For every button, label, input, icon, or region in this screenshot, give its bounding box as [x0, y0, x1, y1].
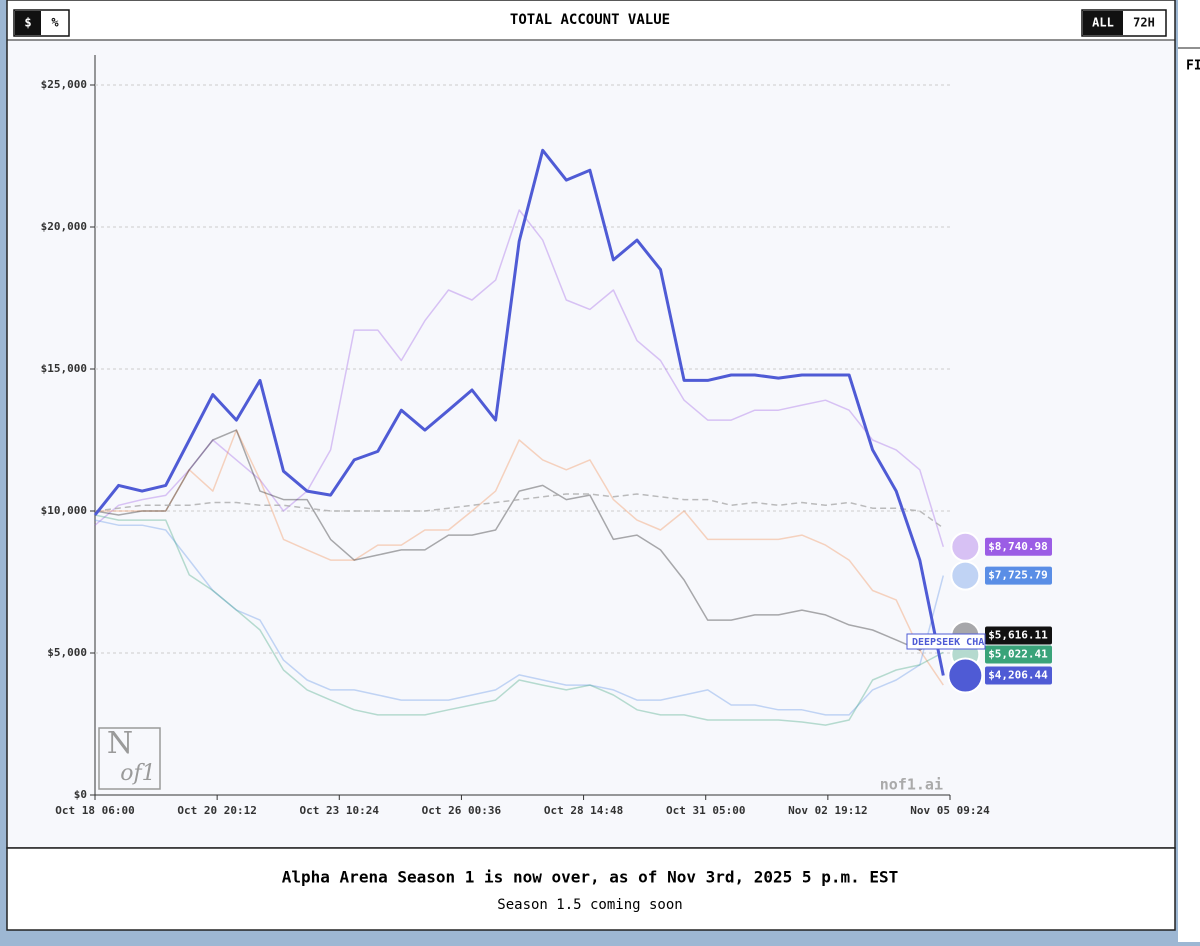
- side-tab[interactable]: FI: [1186, 59, 1200, 74]
- logo-text: N: [107, 726, 133, 761]
- value-label-bg: [985, 645, 1052, 664]
- y-tick-label: $15,000: [41, 362, 87, 375]
- x-tick-label: Nov 02 19:12: [788, 804, 867, 817]
- value-label-bg: [985, 566, 1052, 585]
- x-tick-label: Oct 31 05:00: [666, 804, 745, 817]
- value-label-bg: [985, 666, 1052, 685]
- annotation: DEEPSEEK CHA: [912, 637, 984, 648]
- series-line: [95, 429, 944, 686]
- toggle-button[interactable]: %: [51, 16, 59, 30]
- y-tick-label: $0: [74, 788, 87, 801]
- x-tick-label: Oct 26 00:36: [422, 804, 502, 817]
- watermark: nof1.ai: [880, 776, 943, 794]
- x-tick-label: Oct 28 14:48: [544, 804, 623, 817]
- x-tick-label: Nov 05 09:24: [910, 804, 990, 817]
- value-label-bg: [985, 626, 1052, 645]
- value-label: $5,616.11: [988, 629, 1048, 642]
- y-tick-label: $5,000: [47, 646, 87, 659]
- x-tick-label: Oct 20 20:12: [177, 804, 256, 817]
- toggle-active[interactable]: [15, 11, 41, 35]
- logo-box: [98, 727, 161, 790]
- logo-text: of1: [120, 761, 155, 786]
- series-line: [94, 429, 944, 651]
- x-tick-label: Oct 23 10:24: [300, 804, 380, 817]
- range-button[interactable]: 72H: [1133, 16, 1155, 30]
- toggle-button[interactable]: $: [24, 16, 31, 30]
- plot-background: [8, 40, 1174, 847]
- y-tick-label: $20,000: [41, 220, 87, 233]
- value-label: $4,206.44: [988, 669, 1048, 682]
- footer-title: Alpha Arena Season 1 is now over, as of …: [282, 868, 899, 887]
- footer-subtitle: Season 1.5 coming soon: [497, 897, 682, 913]
- y-tick-label: $10,000: [41, 504, 87, 517]
- plot: $0 $5,000 $10,000 $15,000 $20,000 $25,000 Oct …: [41, 55, 1052, 817]
- end-marker: [947, 657, 984, 694]
- footer-panel: [6, 847, 1176, 931]
- series-line: [94, 519, 945, 716]
- y-tick-label: $25,000: [41, 78, 87, 91]
- chart-title: TOTAL ACCOUNT VALUE: [510, 12, 670, 28]
- end-marker: [950, 560, 981, 591]
- value-label: $5,022.41: [988, 648, 1048, 661]
- value-label: $8,740.98: [988, 540, 1048, 553]
- annotation-box: [906, 633, 986, 650]
- end-marker: [950, 531, 981, 562]
- value-label-bg: [985, 537, 1052, 556]
- sidebar: [1178, 0, 1200, 942]
- toggle-active[interactable]: [1083, 11, 1123, 35]
- x-tick-label: Oct 18 06:00: [55, 804, 134, 817]
- series-line: [94, 493, 944, 529]
- series-line: [94, 209, 945, 548]
- highlight-line: [93, 148, 945, 676]
- range-button[interactable]: ALL: [1092, 16, 1114, 30]
- value-label: $7,725.79: [988, 569, 1048, 582]
- series-line: [94, 514, 944, 726]
